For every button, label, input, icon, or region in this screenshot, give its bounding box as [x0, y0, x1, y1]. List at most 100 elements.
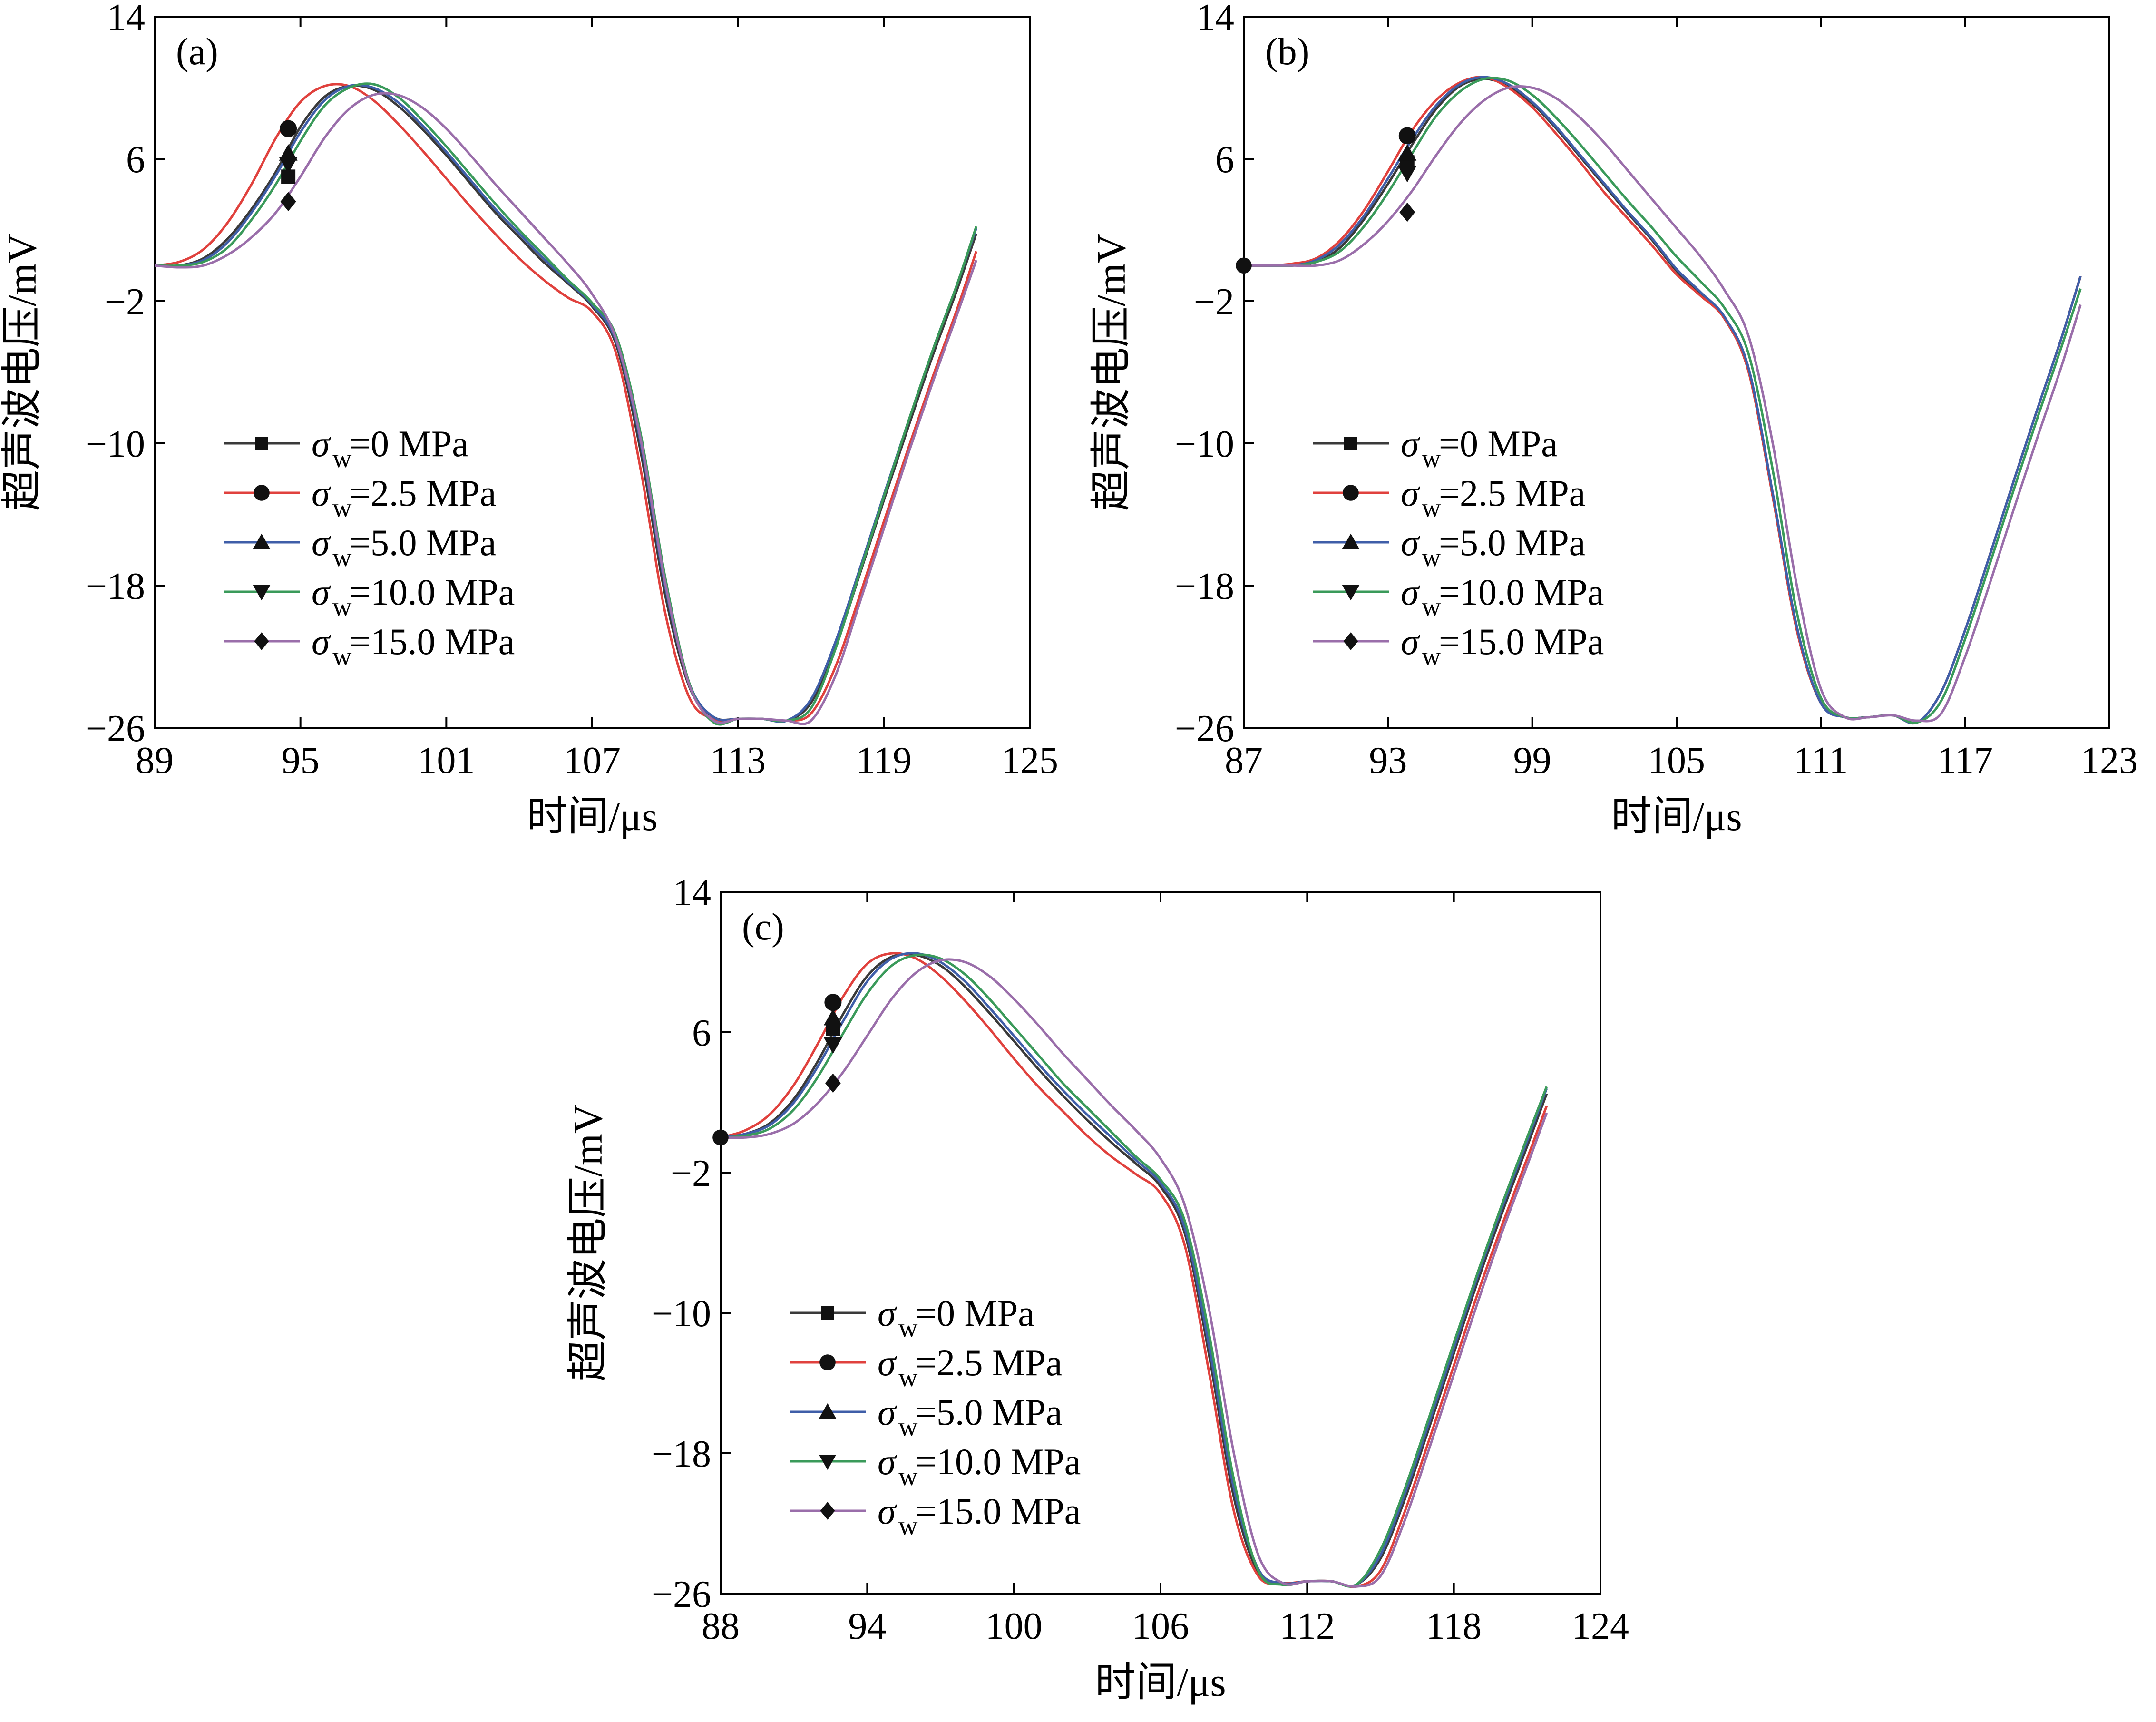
- legend-label: =15.0 MPa: [916, 1490, 1081, 1532]
- x-tick-label: 100: [985, 1605, 1043, 1647]
- y-axis-title: 超声波电压/mV: [1088, 234, 1134, 511]
- y-tick-label: −2: [1194, 281, 1234, 323]
- series-marker-4: [280, 192, 296, 211]
- series-marker-2: [279, 144, 298, 161]
- x-tick-label: 101: [418, 740, 475, 782]
- legend-subscript: w: [332, 543, 352, 572]
- legend-marker: [821, 1306, 834, 1320]
- y-tick-label: −10: [652, 1293, 711, 1335]
- y-tick-label: −18: [86, 566, 145, 607]
- legend-subscript: w: [1422, 543, 1441, 572]
- legend-sigma: σ: [312, 621, 331, 662]
- series-marker-4: [825, 1073, 841, 1093]
- series-line-1: [155, 83, 977, 722]
- legend-subscript: w: [1422, 642, 1441, 671]
- legend-label: =0 MPa: [916, 1292, 1034, 1334]
- legend-item: σ w=2.5 MPa: [224, 472, 496, 523]
- x-tick-label: 89: [136, 740, 174, 782]
- legend-item: σ w=15.0 MPa: [1313, 621, 1604, 671]
- series-marker-2: [1398, 144, 1417, 161]
- legend-marker: [1344, 437, 1357, 450]
- series-line-3: [1244, 77, 2082, 724]
- legend-marker: [253, 533, 271, 549]
- panel-label: (b): [1265, 31, 1309, 73]
- x-tick-label: 118: [1426, 1605, 1482, 1647]
- legend-sigma: σ: [1401, 621, 1420, 662]
- x-tick-label: 107: [564, 740, 621, 782]
- legend-sigma: σ: [1401, 423, 1420, 464]
- legend-subscript: w: [1422, 592, 1441, 622]
- chart-panel-c: 88 94 100 106 112 118 124−26−18−10−2614时间/μs超声…: [565, 872, 1629, 1705]
- series-line-4: [155, 92, 977, 725]
- legend-subscript: w: [332, 444, 352, 473]
- legend-item: σ w=15.0 MPa: [224, 621, 515, 671]
- y-tick-label: −26: [86, 708, 145, 750]
- x-tick-label: 94: [848, 1605, 886, 1647]
- legend-sigma: σ: [878, 1342, 897, 1383]
- legend-marker: [1342, 533, 1360, 549]
- legend-marker: [819, 1354, 836, 1370]
- x-tick-label: 113: [710, 740, 766, 782]
- x-tick-label: 125: [1001, 740, 1058, 782]
- legend-sigma: σ: [312, 472, 331, 514]
- legend-label: =2.5 MPa: [350, 472, 496, 514]
- y-tick-label: 14: [673, 872, 711, 914]
- x-axis-title: 时间/μs: [1611, 793, 1742, 839]
- y-tick-label: −26: [1175, 708, 1234, 750]
- legend-sigma: σ: [312, 522, 331, 563]
- legend-sigma: σ: [1401, 571, 1420, 613]
- legend-label: =10.0 MPa: [1439, 571, 1604, 613]
- legend-subscript: w: [898, 1313, 918, 1343]
- y-tick-label: 14: [107, 0, 145, 39]
- legend-item: σ w=5.0 MPa: [1313, 522, 1585, 572]
- x-tick-label: 88: [702, 1605, 740, 1647]
- panel-label: (c): [742, 906, 784, 948]
- legend-marker: [254, 485, 270, 501]
- start-marker: [1236, 257, 1252, 274]
- x-tick-label: 112: [1279, 1605, 1335, 1647]
- series-marker-3: [279, 157, 298, 174]
- series-line-1: [1244, 76, 2082, 725]
- legend-sigma: σ: [878, 1490, 897, 1532]
- x-axis-title: 时间/μs: [527, 793, 657, 839]
- series-marker-3: [1398, 166, 1417, 183]
- x-tick-label: 87: [1225, 740, 1263, 782]
- legend-item: σ w=2.5 MPa: [790, 1342, 1062, 1392]
- x-tick-label: 117: [1937, 740, 1993, 782]
- series-marker-2: [823, 1009, 842, 1026]
- y-tick-label: 6: [1215, 139, 1234, 181]
- panel-label: (a): [176, 31, 218, 73]
- legend-item: σ w=10.0 MPa: [790, 1441, 1081, 1491]
- legend-marker: [1343, 485, 1359, 501]
- legend-sigma: σ: [312, 423, 331, 464]
- legend-sigma: σ: [878, 1391, 897, 1433]
- legend-subscript: w: [898, 1462, 918, 1491]
- plot-frame: [1243, 16, 2110, 729]
- series-marker-1: [824, 994, 842, 1011]
- legend-subscript: w: [332, 642, 352, 671]
- y-tick-label: −26: [652, 1574, 711, 1615]
- series-line-3: [721, 953, 1548, 1588]
- legend-subscript: w: [332, 493, 352, 523]
- series-line-0: [1244, 78, 2082, 725]
- series-line-3: [155, 82, 977, 726]
- legend-label: =10.0 MPa: [350, 571, 515, 613]
- x-tick-label: 93: [1369, 740, 1407, 782]
- series-marker-3: [823, 1037, 842, 1054]
- legend-item: σ w=10.0 MPa: [1313, 571, 1604, 622]
- legend-sigma: σ: [1401, 472, 1420, 514]
- legend-subscript: w: [898, 1363, 918, 1392]
- series-line-2: [1244, 76, 2082, 725]
- series-lines: [1244, 76, 2082, 725]
- chart-panel-b: 87 93 99 105 111 117 123−26−18−10−2614时间/μs超声波…: [1088, 0, 2138, 839]
- legend-item: σ w=15.0 MPa: [790, 1490, 1081, 1541]
- legend-subscript: w: [898, 1511, 918, 1541]
- y-tick-label: 6: [126, 139, 145, 181]
- legend-label: =5.0 MPa: [350, 522, 496, 563]
- series-line-0: [721, 953, 1548, 1587]
- x-tick-label: 99: [1513, 740, 1551, 782]
- legend-item: σ w=0 MPa: [790, 1292, 1034, 1343]
- x-axis-title: 时间/μs: [1095, 1659, 1226, 1705]
- legend-label: =2.5 MPa: [916, 1342, 1062, 1383]
